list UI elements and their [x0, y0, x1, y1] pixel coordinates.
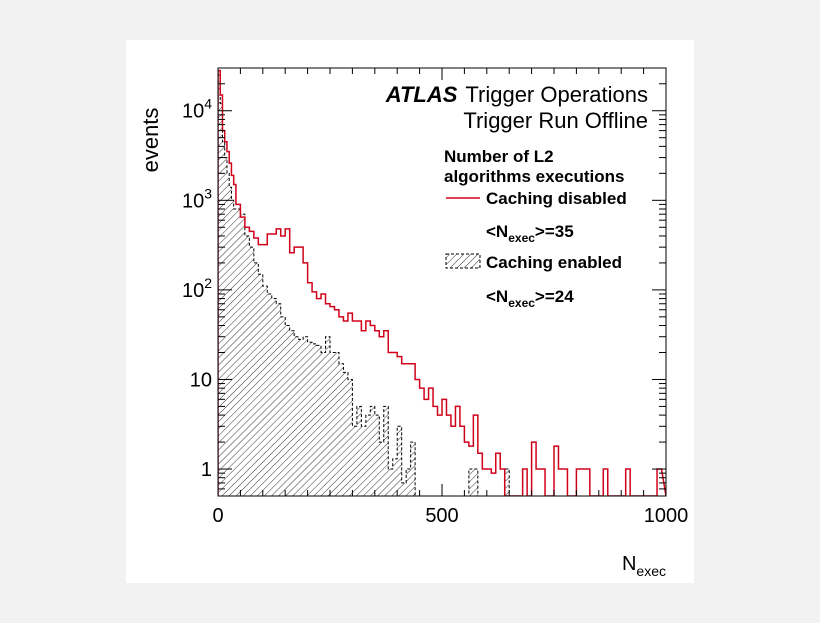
legend-header-line2: algorithms executions — [444, 167, 624, 186]
caching-enabled-fill — [218, 75, 554, 496]
atlas-label-line2: Trigger Run Offline — [463, 108, 648, 133]
caching-enabled-outline — [218, 74, 554, 496]
y-tick-label: 103 — [182, 185, 212, 212]
x-axis: 0 500 1000 — [212, 68, 688, 527]
legend-header-line1: Number of L2 — [444, 147, 554, 166]
series-caching-disabled — [218, 69, 666, 496]
legend-swatch-caching-enabled — [445, 253, 481, 269]
legend: Number of L2 algorithms executions Cachi… — [444, 147, 627, 310]
legend-entry-caching-disabled: Caching disabled — [486, 189, 627, 208]
x-tick-label: 1000 — [644, 505, 689, 527]
y-tick-label: 1 — [201, 459, 212, 481]
y-tick-label: 104 — [182, 96, 212, 123]
x-axis-label: Nexec — [622, 553, 666, 579]
series-caching-enabled — [218, 74, 554, 496]
caching-disabled-line — [218, 69, 666, 496]
legend-mean-caching-enabled: <Nexec>=24 — [486, 287, 574, 310]
atlas-label: ATLAS Trigger Operations — [385, 82, 648, 107]
x-tick-label: 500 — [425, 505, 458, 527]
y-tick-label: 10 — [190, 369, 212, 391]
histogram-chart: 0 500 1000 1 10 102 103 104 events Nexec ATLAS… — [138, 67, 688, 579]
legend-entry-caching-enabled: Caching enabled — [486, 253, 622, 272]
x-tick-label: 0 — [212, 505, 223, 527]
figure-canvas: 0 500 1000 1 10 102 103 104 events Nexec ATLAS… — [126, 40, 694, 583]
y-tick-label: 102 — [182, 275, 212, 302]
atlas-brand: ATLAS — [385, 82, 458, 107]
legend-mean-caching-disabled: <Nexec>=35 — [486, 222, 574, 245]
y-axis: 1 10 102 103 104 — [182, 67, 666, 497]
atlas-label-line1: Trigger Operations — [465, 82, 648, 107]
y-axis-label: events — [138, 108, 163, 173]
